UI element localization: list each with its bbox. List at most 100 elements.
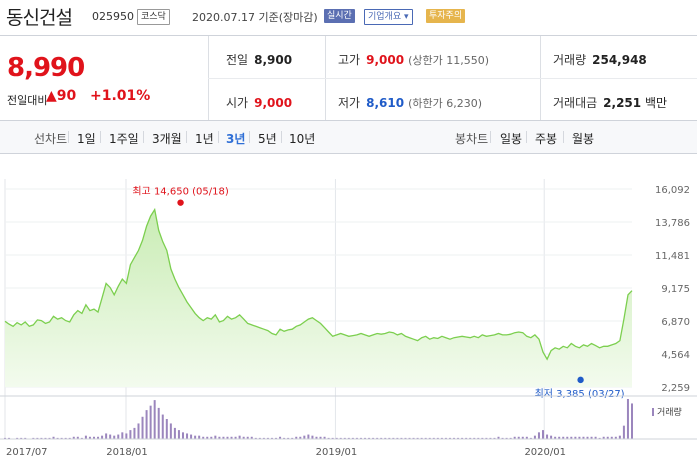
volume-bar [384, 437, 387, 439]
volume-bar [258, 437, 261, 439]
volume-bar [303, 435, 306, 439]
quote-summary: 8,990 전일대비 ▲90 +1.01% 전일 8,900 고가 9,000 (상한… [0, 35, 697, 121]
volume-bar [412, 437, 415, 439]
volume-bar [117, 434, 120, 439]
volume-bar [351, 437, 354, 439]
volume-bar [153, 400, 156, 439]
volume-bar [230, 436, 233, 439]
volume-bar [420, 437, 423, 439]
volume-bar [465, 437, 468, 439]
y-tick-label: 11,481 [655, 251, 690, 262]
volume-bar [137, 423, 140, 439]
caution-badge: 투자주의 [426, 9, 466, 23]
market-badge: 코스닥 [137, 9, 170, 25]
tab-monthly[interactable]: 월봉 [572, 132, 595, 146]
volume-bar [400, 437, 403, 439]
volume-bar [315, 436, 318, 439]
volume-bar [359, 437, 362, 439]
company-info-dropdown[interactable]: 기업개요 ▾ [364, 9, 413, 25]
volume-bar [485, 437, 488, 439]
tab-1d[interactable]: 1일 [77, 132, 96, 146]
volume-bar [562, 436, 565, 439]
tab-1w[interactable]: 1주일 [109, 132, 139, 146]
volume-bar [165, 419, 168, 439]
volume-bar [355, 437, 358, 439]
volume-bar [109, 434, 112, 439]
volume-bar [521, 436, 524, 439]
volume-bar [169, 423, 172, 439]
tab-3y[interactable]: 3년 [226, 132, 246, 146]
tab-5y[interactable]: 5년 [258, 132, 277, 146]
volume-bar [133, 427, 136, 439]
volume-bar [44, 437, 47, 439]
volume-bar [97, 436, 100, 439]
tab-10y[interactable]: 10년 [289, 132, 316, 146]
volume-bar [20, 437, 23, 439]
volume-bar [323, 436, 326, 439]
volume-bar [448, 437, 451, 439]
volume-bar [631, 403, 633, 439]
open-price: 시가 9,000 [226, 96, 293, 110]
x-tick-label: 2018/01 [106, 447, 148, 458]
volume-bar [364, 437, 367, 439]
change-label: 전일대비 [7, 94, 48, 107]
volume-bar [40, 437, 43, 439]
volume-bar [238, 435, 241, 439]
y-tick-label: 13,786 [655, 218, 690, 229]
volume-bar [311, 435, 314, 439]
volume-bar [477, 437, 480, 439]
volume-bar [440, 437, 443, 439]
volume-bar [222, 436, 225, 439]
volume-bar [173, 427, 176, 439]
tab-weekly[interactable]: 주봉 [535, 132, 558, 146]
volume-bar [444, 437, 447, 439]
chart-period-tabs: 선차트 1일 1주일 3개월 1년 3년 5년 10년 봉차트 일봉 주봉 월봉 [0, 121, 697, 154]
y-tick-label: 16,092 [655, 185, 690, 196]
volume-bar [72, 436, 75, 439]
current-price: 8,990 [7, 53, 85, 83]
volume-bar [101, 435, 104, 439]
x-tick-label: 2019/01 [316, 447, 358, 458]
volume-bar [416, 437, 419, 439]
volume-bar [210, 436, 213, 439]
volume-bar [218, 436, 221, 439]
volume-bar [501, 437, 504, 439]
volume-bar [141, 416, 144, 439]
volume-bar [586, 436, 589, 439]
volume-bar [566, 436, 569, 439]
volume-bar [24, 437, 27, 439]
volume-bar [335, 437, 338, 439]
volume-bar [376, 437, 379, 439]
volume-bar [396, 437, 399, 439]
volume-bar [129, 430, 132, 439]
volume-bar [48, 437, 51, 439]
volume-bar [529, 437, 532, 439]
volume-bar [513, 436, 516, 439]
tab-1y[interactable]: 1년 [195, 132, 214, 146]
stock-name: 동신건설 [6, 7, 73, 29]
volume-bar [380, 437, 383, 439]
volume-bar [594, 436, 597, 439]
volume-bar [509, 437, 512, 439]
volume-bar [202, 436, 205, 439]
volume-bar [68, 437, 71, 439]
volume-bar [453, 437, 456, 439]
volume-bar [428, 437, 431, 439]
volume-bar [52, 436, 55, 439]
volume-bar [343, 437, 346, 439]
change-percent: +1.01% [90, 88, 151, 104]
volume-bar [610, 436, 613, 439]
volume-bar [56, 437, 59, 439]
min-marker [577, 376, 584, 384]
tab-daily[interactable]: 일봉 [500, 132, 523, 146]
volume-bar [76, 436, 79, 439]
realtime-button[interactable]: 실시간 [324, 9, 355, 23]
volume-bar [214, 435, 217, 439]
tab-3m[interactable]: 3개월 [152, 132, 182, 146]
line-chart-title: 선차트 [34, 132, 68, 146]
y-tick-label: 6,870 [661, 317, 690, 328]
volume-bar [432, 437, 435, 439]
max-marker [177, 199, 184, 206]
volume-bar [270, 437, 273, 439]
price-chart: 16,092 13,786 11,481 9,175 6,870 4,564 2,259 최고… [0, 154, 697, 463]
